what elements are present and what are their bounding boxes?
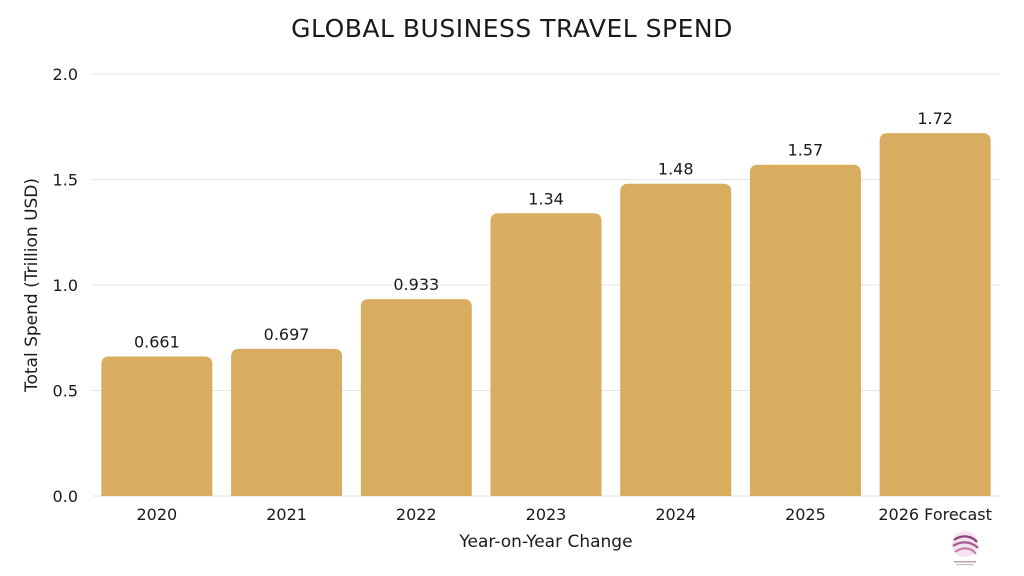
x-tick-label: 2026 Forecast [878, 505, 992, 524]
x-tick-label: 2022 [396, 505, 437, 524]
bar [749, 164, 861, 497]
y-tick-label: 0.5 [53, 382, 78, 401]
data-label: 1.72 [917, 109, 953, 128]
data-label: 1.57 [788, 141, 824, 160]
bar [101, 356, 213, 496]
bar [231, 348, 343, 496]
data-label: 0.697 [264, 325, 310, 344]
bar [360, 299, 472, 496]
data-label: 0.933 [393, 275, 439, 294]
bar [620, 183, 732, 496]
x-tick-label: 2020 [136, 505, 177, 524]
chart-title: GLOBAL BUSINESS TRAVEL SPEND [291, 14, 733, 43]
x-tick-label: 2021 [266, 505, 307, 524]
y-tick-label: 1.0 [53, 276, 78, 295]
bar [879, 133, 991, 496]
data-label: 0.661 [134, 333, 180, 352]
bar [490, 213, 602, 496]
x-tick-label: 2025 [785, 505, 826, 524]
y-tick-label: 1.5 [53, 171, 78, 190]
data-label: 1.48 [658, 160, 694, 179]
x-axis-label: Year-on-Year Change [459, 532, 633, 552]
globe-logo-icon [952, 531, 979, 566]
data-label: 1.34 [528, 189, 564, 208]
x-tick-label: 2024 [655, 505, 696, 524]
x-tick-label: 2023 [526, 505, 567, 524]
y-tick-label: 2.0 [53, 65, 78, 84]
y-tick-label: 0.0 [53, 487, 78, 506]
